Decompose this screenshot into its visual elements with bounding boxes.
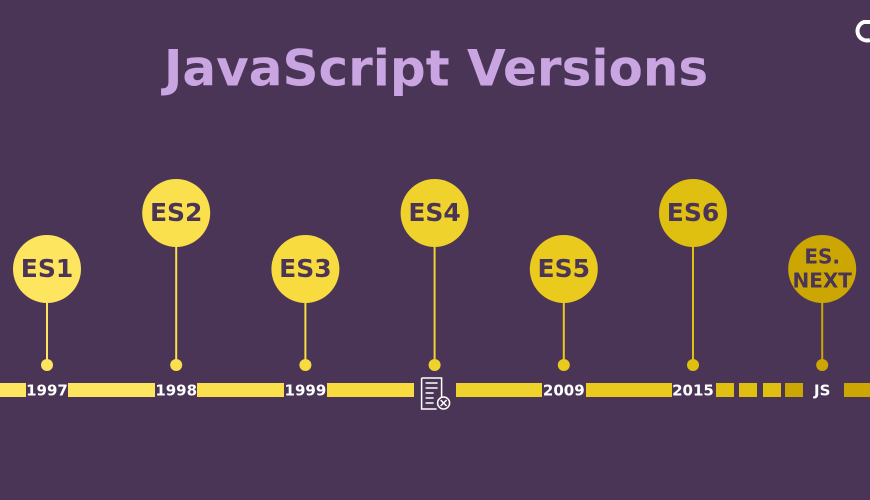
milestone-label: ES. [804,245,840,269]
stem-dot [557,359,570,371]
year-label: 1999 [285,382,327,400]
stem-dot [170,359,183,371]
milestone-circle [142,179,211,247]
milestone-circle [659,179,727,247]
year-label: JS [813,382,830,400]
milestone-label: ES5 [538,254,590,283]
track-segment [197,383,284,397]
stem-dot [816,359,829,371]
track-segment [0,383,26,397]
icon-lines [425,382,438,404]
icon-x-circle [436,396,451,410]
track-segment [739,383,757,397]
track-segment [586,383,672,397]
track-segment [844,383,870,397]
milestone-circle [400,179,469,247]
abandoned-icon [420,377,451,410]
track-segment [763,383,781,397]
milestone-label: NEXT [792,269,852,293]
stem-dot [687,359,699,371]
track-segment [456,383,542,397]
milestone-circle [271,235,340,303]
year-label: 2015 [672,382,714,400]
milestone-label: ES3 [279,254,331,283]
year-label: 1998 [155,382,197,400]
year-label: 2009 [543,382,585,400]
icon-page [420,377,443,410]
track-segment [785,383,803,397]
logo [855,20,870,43]
stem-dot [428,359,441,371]
stem-dot [299,359,312,371]
milestone-circle [788,235,857,303]
milestone-circle [529,235,598,303]
milestone-label: ES2 [150,198,202,227]
track-segment [716,383,734,397]
milestone-label: ES4 [408,198,460,227]
track-segment [327,383,414,397]
milestone-label: ES6 [667,198,719,227]
milestone-label: ES1 [21,254,73,283]
milestone-circle [13,235,81,303]
year-label: 1997 [26,382,68,400]
stem-dot [41,359,53,371]
title: JavaScript Versions [161,40,708,98]
icon-x [440,399,448,407]
track-segment [68,383,155,397]
